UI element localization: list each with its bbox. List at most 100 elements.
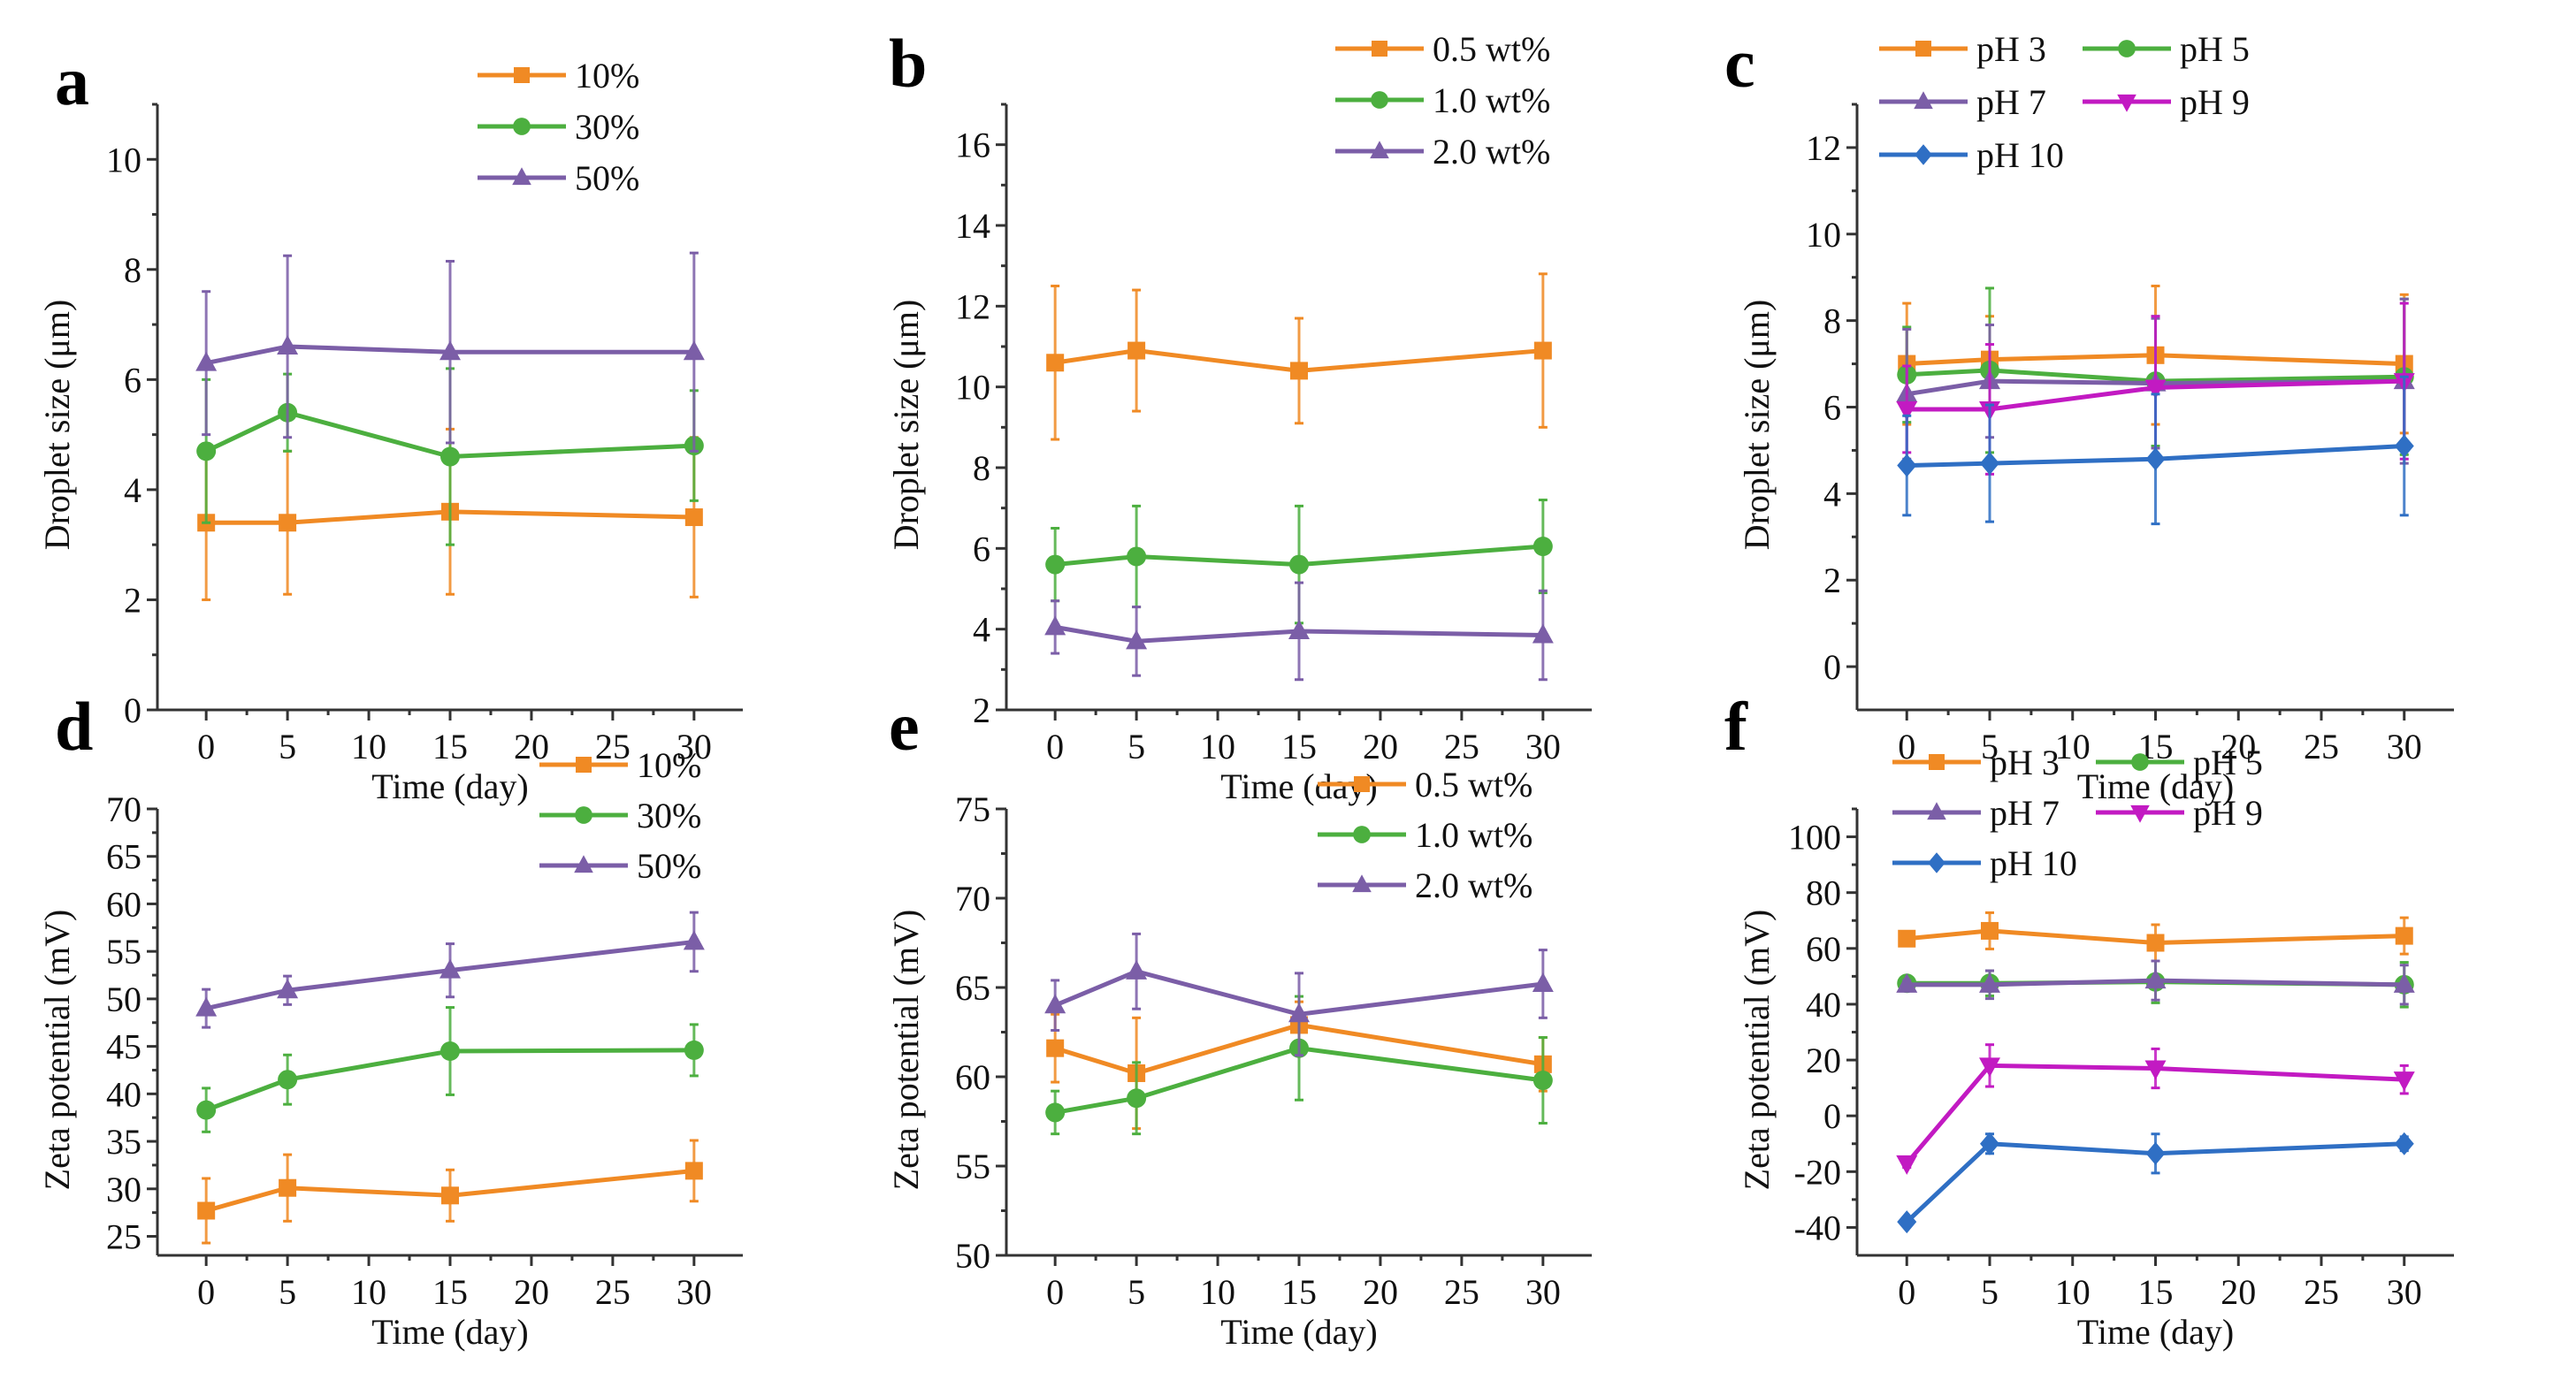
panel-letter: e bbox=[889, 688, 920, 765]
y-tick-label: 100 bbox=[1788, 818, 1841, 858]
legend-label: pH 7 bbox=[1976, 82, 2046, 122]
y-tick-label: 0 bbox=[1823, 647, 1841, 687]
data-point bbox=[440, 446, 460, 467]
x-tick-label: 30 bbox=[676, 727, 712, 766]
y-tick-label: 10 bbox=[106, 140, 141, 179]
series-line bbox=[1054, 1046, 1544, 1115]
data-point bbox=[1897, 454, 1917, 477]
series-ph-7 bbox=[1896, 959, 2415, 1006]
data-point bbox=[1044, 615, 1066, 636]
y-axis-title: Droplet size (μm) bbox=[1737, 300, 1777, 551]
legend-item: 1.0 wt% bbox=[1335, 80, 1550, 120]
legend-label: 10% bbox=[637, 745, 701, 785]
x-tick-label: 25 bbox=[1444, 727, 1479, 766]
legend-label: 30% bbox=[637, 796, 701, 835]
legend-label: 0.5 wt% bbox=[1415, 765, 1533, 804]
series-ph-10 bbox=[1897, 375, 2414, 526]
y-tick-label: 6 bbox=[124, 360, 141, 400]
x-tick-label: 30 bbox=[2387, 1272, 2422, 1312]
series-line bbox=[205, 1048, 694, 1112]
x-tick-label: 15 bbox=[1281, 727, 1317, 766]
legend-label: pH 3 bbox=[1976, 29, 2046, 69]
x-tick-label: 0 bbox=[197, 727, 215, 766]
legend-label: 50% bbox=[575, 158, 639, 198]
legend-marker bbox=[1929, 754, 1945, 770]
data-point bbox=[277, 979, 299, 999]
y-tick-label: 2 bbox=[973, 690, 990, 730]
data-point bbox=[2144, 1060, 2167, 1080]
y-tick-label: 14 bbox=[955, 206, 990, 246]
data-point bbox=[684, 508, 703, 527]
data-point bbox=[279, 1178, 297, 1197]
data-point bbox=[197, 1201, 216, 1220]
legend-item: 2.0 wt% bbox=[1318, 865, 1533, 905]
data-point bbox=[2393, 972, 2415, 993]
legend-item: 10% bbox=[539, 745, 701, 785]
data-point bbox=[1288, 619, 1310, 639]
y-axis-title: Droplet size (μm) bbox=[37, 300, 77, 551]
data-point bbox=[2394, 1132, 2414, 1155]
x-tick-label: 5 bbox=[279, 1272, 296, 1312]
data-point bbox=[2395, 926, 2413, 945]
data-point bbox=[1980, 452, 1999, 476]
legend-marker bbox=[1353, 826, 1371, 843]
x-tick-label: 5 bbox=[279, 727, 296, 766]
data-point bbox=[1980, 1132, 1999, 1155]
data-point bbox=[196, 441, 217, 461]
legend-item: pH 7 bbox=[1879, 82, 2046, 122]
data-point bbox=[1896, 972, 1918, 993]
legend-marker bbox=[514, 67, 530, 83]
series-30- bbox=[196, 1006, 704, 1133]
legend-marker bbox=[1354, 776, 1370, 792]
y-tick-label: -20 bbox=[1794, 1152, 1841, 1192]
data-point bbox=[1979, 1057, 2000, 1078]
series-line bbox=[205, 1168, 695, 1213]
data-point bbox=[278, 1070, 298, 1090]
legend-label: 30% bbox=[575, 107, 639, 147]
y-tick-label: 60 bbox=[955, 1057, 990, 1097]
data-point bbox=[2146, 934, 2165, 952]
legend-marker bbox=[2130, 804, 2150, 823]
y-axis-title: Zeta potential (mV) bbox=[37, 910, 77, 1191]
data-point bbox=[440, 958, 461, 979]
series-10- bbox=[197, 1139, 703, 1245]
data-point bbox=[1981, 921, 1999, 940]
legend-item: 0.5 wt% bbox=[1335, 29, 1550, 69]
legend-label: 10% bbox=[575, 56, 639, 95]
series-line bbox=[1907, 353, 2404, 367]
legend-label: 0.5 wt% bbox=[1433, 29, 1550, 69]
series-line bbox=[206, 509, 694, 525]
legend-marker bbox=[576, 757, 592, 773]
legend-label: 1.0 wt% bbox=[1415, 815, 1533, 855]
legend-marker bbox=[575, 806, 592, 824]
data-point bbox=[1897, 1210, 1917, 1234]
series-line bbox=[205, 344, 694, 366]
legend-marker bbox=[1927, 802, 1946, 820]
data-point bbox=[1532, 623, 1554, 644]
y-tick-label: 30 bbox=[106, 1170, 141, 1209]
x-tick-label: 15 bbox=[1281, 1272, 1317, 1312]
x-tick-label: 10 bbox=[1200, 727, 1235, 766]
legend-marker bbox=[1371, 91, 1388, 109]
y-axis-title: Zeta potential (mV) bbox=[886, 910, 926, 1191]
data-point bbox=[1898, 929, 1916, 948]
legend-item: pH 10 bbox=[1879, 135, 2064, 175]
series-line bbox=[1907, 928, 2404, 946]
y-tick-label: 20 bbox=[1806, 1041, 1841, 1080]
y-tick-label: 10 bbox=[1806, 215, 1841, 255]
legend-label: pH 10 bbox=[1990, 843, 2077, 883]
x-tick-label: 15 bbox=[2138, 1272, 2174, 1312]
x-tick-label: 20 bbox=[514, 727, 549, 766]
series-1-0-wt- bbox=[1045, 995, 1553, 1136]
legend-item: 30% bbox=[478, 107, 639, 147]
x-tick-label: 5 bbox=[1127, 727, 1145, 766]
y-tick-label: 65 bbox=[106, 837, 141, 877]
data-point bbox=[1896, 1155, 1918, 1175]
y-tick-label: 8 bbox=[124, 250, 141, 290]
x-tick-label: 5 bbox=[1981, 727, 1999, 766]
x-tick-label: 30 bbox=[1525, 1272, 1561, 1312]
x-tick-label: 30 bbox=[676, 1272, 712, 1312]
